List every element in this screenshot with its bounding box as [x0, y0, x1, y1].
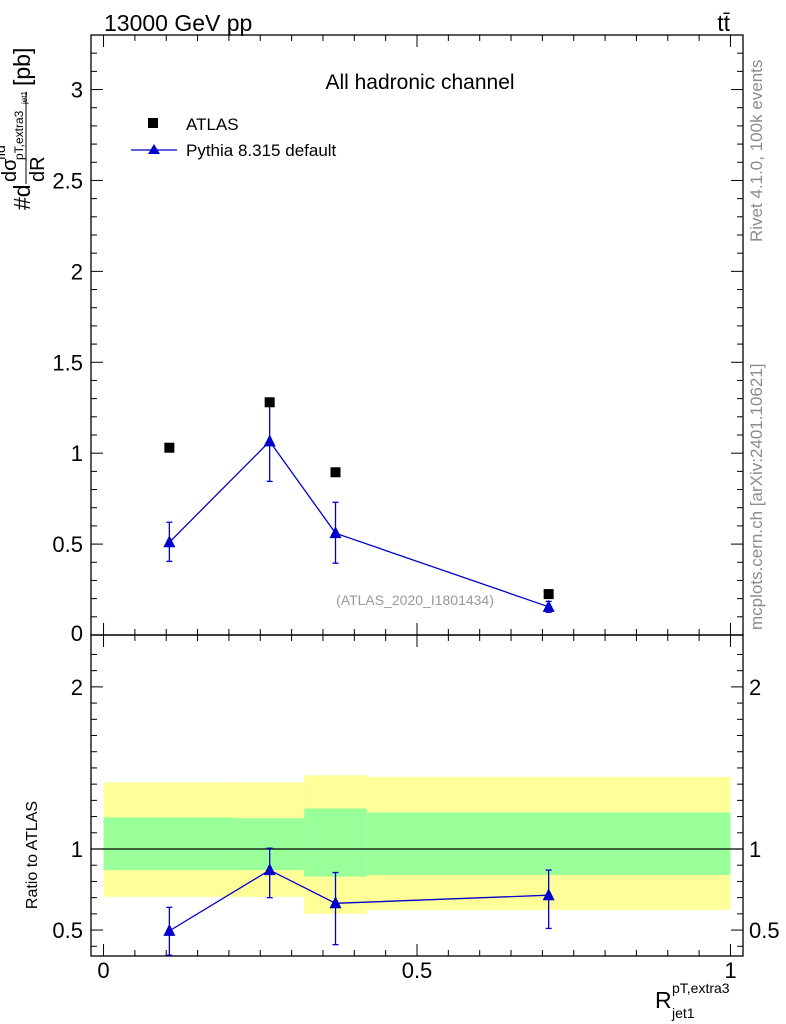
ratio-y-tick-label-right: 1: [749, 837, 761, 862]
y-tick-label: 0.5: [52, 532, 83, 557]
mcplots-label: mcplots.cern.ch [arXiv:2401.10621]: [747, 364, 766, 630]
ratio-series-layer: [163, 847, 555, 956]
ratio-y-tick-label: 2: [71, 675, 83, 700]
ylabel-frac-sup: fid: [0, 145, 8, 160]
process-label: tt̄: [717, 10, 730, 36]
x-tick-label: 0.5: [402, 958, 433, 983]
ratio-pythia-line: [169, 869, 549, 932]
ratio-panel: 0 0.5 1 0.5 0.5 1 1 2 2: [52, 634, 780, 983]
y-tick-label: 2.5: [52, 168, 83, 193]
atlas-point: [543, 589, 554, 600]
x-tick-label: 0: [97, 958, 109, 983]
y-tick-label: 1: [71, 441, 83, 466]
ratio-ylabel-text: Ratio to ATLAS: [24, 801, 41, 909]
legend-pythia-marker: [148, 144, 160, 154]
pythia-point: [329, 526, 342, 539]
atlas-point: [164, 442, 175, 453]
ratio-y-tick-label-right: 0.5: [749, 918, 780, 943]
ratio-y-tick-label-right: 2: [749, 675, 761, 700]
xlabel: R pT,extra3 jet1: [655, 980, 730, 1021]
y-tick-label-zero: 0: [71, 621, 83, 646]
ratio-ylabel: Ratio to ATLAS: [24, 801, 41, 909]
legend: ATLAS Pythia 8.315 default: [131, 115, 337, 160]
ylabel-unit: [pb]: [9, 48, 35, 86]
xlabel-main: R: [655, 987, 672, 1013]
pythia-point: [163, 535, 176, 548]
ylabel-frac-sub: pT,extra3: [12, 110, 26, 160]
band-green: [304, 808, 367, 877]
legend-atlas-marker: [148, 118, 158, 128]
main-series-layer: [163, 397, 555, 613]
y-tick-label: 1.5: [52, 350, 83, 375]
ylabel-frac-bottom: dR: [27, 156, 49, 182]
xlabel-sub: jet1: [671, 1005, 695, 1021]
ratio-y-tick-label: 0.5: [52, 918, 83, 943]
main-ylabel: #d dσ fid pT,extra3 jet1 dR [pb]: [0, 48, 49, 210]
atlas-point: [330, 467, 341, 478]
ylabel-num: #d: [9, 184, 35, 210]
ratio-bands-layer: [103, 775, 731, 914]
analysis-tag: (ATLAS_2020_I1801434): [336, 592, 494, 608]
pythia-point: [263, 434, 276, 447]
ratio-pythia-point: [542, 888, 555, 901]
pythia-point: [542, 599, 555, 612]
y-tick-label: 2: [71, 259, 83, 284]
ratio-pythia-point: [163, 923, 176, 936]
xlabel-sup: pT,extra3: [672, 980, 730, 996]
legend-pythia-label: Pythia 8.315 default: [186, 141, 337, 160]
y-tick-label: 3: [71, 78, 83, 103]
energy-label: 13000 GeV pp: [104, 10, 252, 36]
ylabel-frac-top: dσ: [0, 158, 21, 182]
ratio-pythia-point: [329, 896, 342, 909]
chart-title: All hadronic channel: [325, 71, 514, 94]
ratio-y-tick-label: 1: [71, 837, 83, 862]
legend-atlas-label: ATLAS: [186, 115, 239, 134]
rivet-label: Rivet 4.1.0, 100k events: [747, 60, 766, 242]
x-tick-label: 1: [724, 958, 736, 983]
band-green: [103, 817, 236, 871]
pythia-line: [168, 440, 549, 608]
band-green: [366, 812, 731, 875]
atlas-point: [264, 397, 275, 408]
ratio-pythia-point: [263, 863, 276, 876]
ylabel-frac-sub-small: jet1: [20, 91, 29, 105]
